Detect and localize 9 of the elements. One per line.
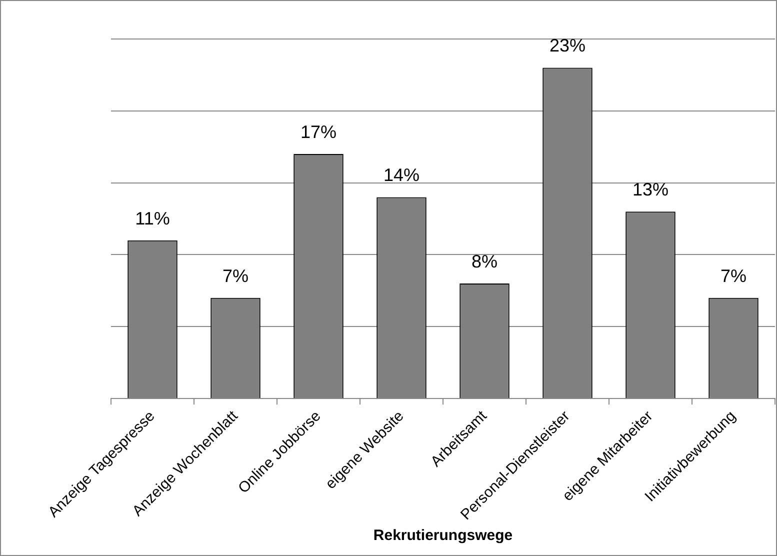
data-label: 8% [471,251,498,272]
data-label: 17% [300,122,337,142]
data-label: 7% [222,266,249,286]
data-label: 13% [632,180,669,200]
data-label: 7% [720,266,747,286]
data-label: 14% [383,165,420,186]
x-axis-title: Rekrutierungswege [373,527,513,544]
data-label: 23% [549,36,586,56]
data-label: 11% [135,208,170,228]
